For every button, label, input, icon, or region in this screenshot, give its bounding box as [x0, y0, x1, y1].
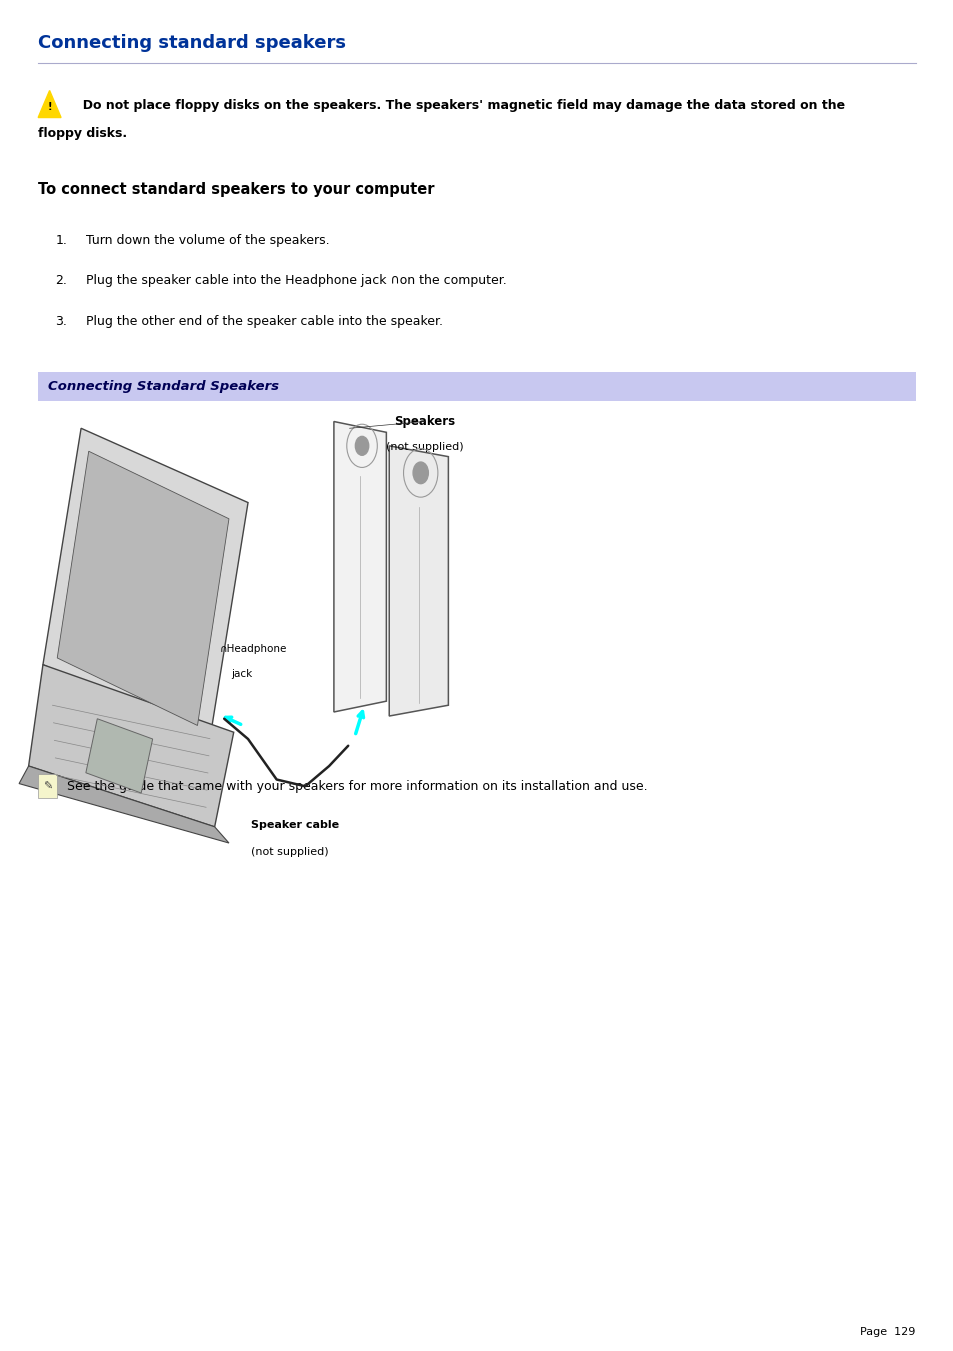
Text: Do not place floppy disks on the speakers. The speakers' magnetic field may dama: Do not place floppy disks on the speaker… — [74, 99, 844, 112]
Text: To connect standard speakers to your computer: To connect standard speakers to your com… — [38, 182, 435, 197]
Text: jack: jack — [231, 669, 252, 678]
Text: Plug the other end of the speaker cable into the speaker.: Plug the other end of the speaker cable … — [86, 315, 442, 328]
Text: Speaker cable: Speaker cable — [251, 820, 338, 830]
Polygon shape — [29, 665, 233, 827]
Circle shape — [355, 436, 368, 455]
Text: ∩Headphone: ∩Headphone — [219, 644, 287, 654]
Text: Plug the speaker cable into the Headphone jack ∩on the computer.: Plug the speaker cable into the Headphon… — [86, 274, 506, 288]
Text: Connecting Standard Speakers: Connecting Standard Speakers — [48, 380, 278, 393]
Text: Turn down the volume of the speakers.: Turn down the volume of the speakers. — [86, 234, 329, 247]
Polygon shape — [86, 719, 152, 793]
Text: 1.: 1. — [55, 234, 67, 247]
Polygon shape — [57, 451, 229, 725]
Text: (not supplied): (not supplied) — [385, 442, 463, 451]
Text: !: ! — [48, 101, 51, 112]
Text: 2.: 2. — [55, 274, 67, 288]
Text: Connecting standard speakers: Connecting standard speakers — [38, 34, 346, 51]
Text: Speakers: Speakers — [394, 415, 455, 428]
Text: floppy disks.: floppy disks. — [38, 127, 127, 141]
Text: See the guide that came with your speakers for more information on its installat: See the guide that came with your speake… — [67, 780, 647, 793]
Text: (not supplied): (not supplied) — [251, 847, 328, 857]
FancyBboxPatch shape — [38, 372, 915, 401]
Polygon shape — [389, 446, 448, 716]
Text: ✎: ✎ — [43, 781, 52, 792]
Text: Page  129: Page 129 — [860, 1328, 915, 1337]
Bar — [38, 774, 57, 798]
Polygon shape — [38, 91, 61, 118]
Polygon shape — [334, 422, 386, 712]
Polygon shape — [19, 766, 229, 843]
Circle shape — [413, 462, 428, 484]
Text: 3.: 3. — [55, 315, 67, 328]
Polygon shape — [43, 428, 248, 739]
